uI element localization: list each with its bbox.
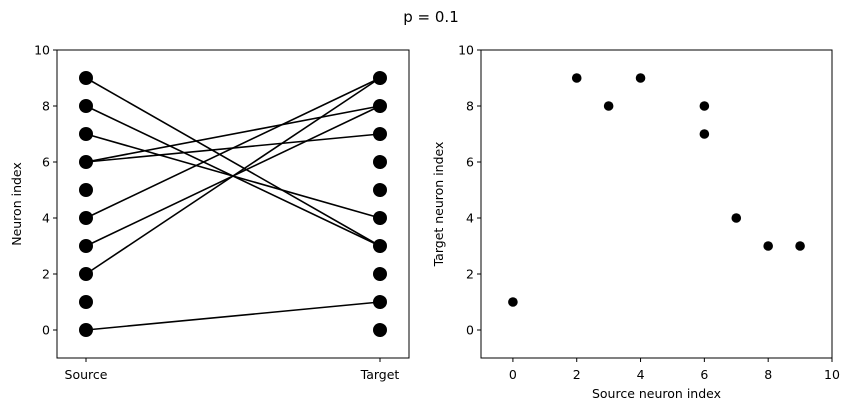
source-node xyxy=(79,183,93,197)
scatter-point xyxy=(635,73,646,83)
target-node xyxy=(373,127,387,141)
left-ytick-label: 10 xyxy=(34,43,50,58)
left-panel: 0 2 4 6 8 10 Source Target Neuron index xyxy=(9,43,410,382)
right-ytick-label: 6 xyxy=(466,155,474,170)
connection-line xyxy=(85,105,381,163)
source-node xyxy=(79,239,93,253)
scatter-point xyxy=(795,241,805,251)
target-node xyxy=(373,323,387,337)
source-node xyxy=(79,211,93,225)
scatter-point xyxy=(731,213,742,223)
scatter-point xyxy=(763,241,773,251)
left-xtick-label: Target xyxy=(360,367,400,382)
right-xtick-label: 0 xyxy=(509,367,517,382)
left-xtick-label: Source xyxy=(65,367,108,382)
right-panel: 0 2 4 6 8 10 0 2 4 6 8 10 Source neuron index Target … xyxy=(431,43,840,402)
target-node xyxy=(373,183,387,197)
right-ytick-label: 4 xyxy=(466,211,474,226)
target-node xyxy=(373,71,387,85)
source-node xyxy=(79,323,93,337)
right-xlabel: Source neuron index xyxy=(592,386,721,401)
scatter-point xyxy=(603,101,614,111)
right-xtick-label: 4 xyxy=(637,367,645,382)
target-node xyxy=(373,155,387,169)
left-plot-frame xyxy=(56,49,410,359)
target-node xyxy=(373,295,387,309)
scatter-point xyxy=(699,101,710,111)
scatter-point xyxy=(571,73,582,83)
source-node xyxy=(79,267,93,281)
target-node xyxy=(373,211,387,225)
right-xtick-label: 2 xyxy=(573,367,581,382)
connection-line xyxy=(85,133,381,163)
target-node xyxy=(373,267,387,281)
left-ylabel: Neuron index xyxy=(9,162,24,246)
source-node xyxy=(79,127,93,141)
source-node xyxy=(79,155,93,169)
target-node xyxy=(373,99,387,113)
right-plot-frame xyxy=(480,49,833,359)
source-node xyxy=(79,71,93,85)
left-ytick-label: 6 xyxy=(42,155,50,170)
target-node xyxy=(373,239,387,253)
left-ytick-label: 2 xyxy=(42,267,50,282)
left-ytick-label: 0 xyxy=(42,323,50,338)
right-xtick-label: 6 xyxy=(700,367,708,382)
source-node xyxy=(79,99,93,113)
scatter-point xyxy=(699,129,710,139)
right-xtick-label: 8 xyxy=(764,367,772,382)
right-ytick-label: 2 xyxy=(466,267,474,282)
right-ytick-label: 0 xyxy=(466,323,474,338)
right-ylabel: Target neuron index xyxy=(431,142,446,268)
connection-line xyxy=(85,105,381,247)
connection-line xyxy=(85,301,381,331)
figure-title: p = 0.1 xyxy=(403,8,458,26)
left-ytick-label: 4 xyxy=(42,211,50,226)
right-ytick-label: 10 xyxy=(458,43,474,58)
source-node xyxy=(79,295,93,309)
left-ytick-label: 8 xyxy=(42,99,50,114)
scatter-point xyxy=(508,297,518,307)
right-xtick-label: 10 xyxy=(824,367,840,382)
right-ytick-label: 8 xyxy=(466,99,474,114)
connection-line xyxy=(85,77,381,247)
